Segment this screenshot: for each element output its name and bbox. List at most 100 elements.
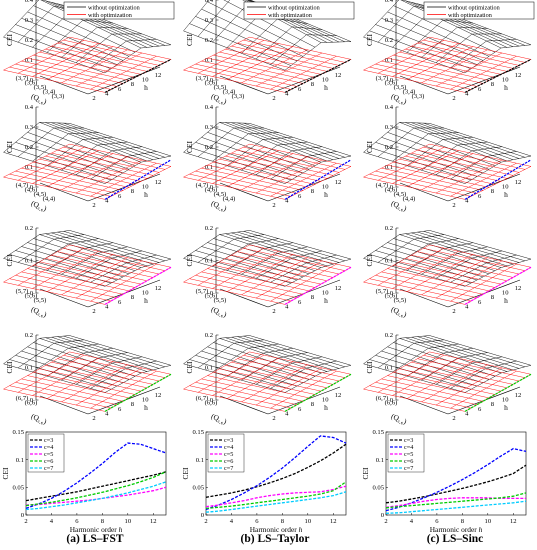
z-tick-label: 0.1 [385,57,393,64]
surface-with-optimization [237,358,340,382]
surface-with-optimization [213,54,316,78]
surface-without-optimization [32,343,99,373]
q-label-sub: c,e [396,100,404,107]
h-tick-label: 10 [322,290,329,297]
series-line-c5 [205,485,347,508]
surface-with-optimization [421,364,488,402]
surface-with-optimization [183,36,250,71]
line-chart-2: 2 4 6 8 10 12 0 0.05 0.1 0.15 Harmonic order h CEI c… [181,429,347,534]
y-tick-label: 0.15 [372,429,384,436]
x-axis-label: Harmonic order h [430,525,483,534]
surface-with-optimization [450,370,517,409]
surface-with-optimization [249,143,352,167]
surface-without-optimization [225,233,328,267]
q-axis-label: (Qc,e) [389,412,408,428]
surface-with-optimization [183,143,250,178]
surface-without-optimization [219,338,322,374]
h-axis-line [447,66,521,95]
surface-with-optimization [39,158,142,182]
h-tick-label: 4 [105,90,109,97]
surface-with-optimization [21,60,124,84]
surface-with-optimization [243,146,346,170]
surface-without-optimization [3,122,70,153]
h-tick-label: 6 [298,86,302,93]
surface-with-optimization [201,60,304,84]
surface-without-optimization [241,18,308,54]
surface-with-optimization [219,368,322,392]
surface-with-optimization [3,351,70,390]
q-tick-label: (5,5) [394,297,407,304]
surface-without-optimization [201,8,304,57]
surface-with-optimization [32,358,99,396]
surface-without-optimization [363,0,430,38]
surface-with-optimization [46,46,114,80]
q-axis-label: (Qc,e) [389,199,408,215]
line-plots-area: 2 4 6 8 10 12 0 0.05 0.1 0.15 Harmonic order h CEI c… [1,429,527,534]
surface-without-optimization [183,258,286,287]
q-label-open: (Q [210,92,221,104]
x-tick-label: 2 [204,518,207,525]
surface-with-optimization [450,55,517,90]
surface-with-optimization [450,162,517,197]
surface-without-optimization [387,11,490,57]
surface-with-optimization [405,48,508,72]
q-tick-label: (6,7) [376,395,389,402]
surface-with-optimization [381,378,484,402]
surface-without-optimization [399,122,502,163]
surface-with-optimization [189,173,292,197]
h-axis-label: h [144,296,148,305]
q-tick-label: (5,7) [16,288,29,295]
surface-without-optimization [63,122,166,158]
q-label-close: ) [42,310,48,319]
surface-with-optimization [189,66,292,90]
y-axis-label: CEI [181,467,190,479]
surface-with-optimization [212,43,279,77]
surface-without-optimization [3,363,106,393]
surface-with-optimization [429,244,532,268]
h-tick-label: 12 [515,72,522,79]
surface-plot-r1-c2: 00.10.20.30.4CEI24681012h(3,7)(3,6)(3,5)… [183,0,355,107]
surface-with-optimization [183,69,286,93]
series-line-c6 [385,492,527,509]
surface-with-optimization [195,275,298,298]
legend-box [243,1,355,20]
x-tick-label: 8 [461,518,465,525]
q-label-close: ) [222,97,228,106]
q-label-close: ) [222,310,228,319]
q-tick-label: (3,6) [205,80,218,87]
surface-without-optimization [399,338,502,374]
q-label-close: ) [42,417,48,426]
q-tick-label: (4,7) [376,182,389,189]
surface-without-optimization [393,342,496,377]
surface-with-optimization [429,351,532,375]
q-label-open: (Q [210,305,221,317]
x-tick-label: 6 [435,518,439,525]
q-axis-label: (Qc,e) [209,305,228,321]
surface-with-optimization [369,173,472,197]
surface-with-optimization [399,261,502,285]
surface-without-optimization [33,238,136,271]
surface-with-optimization [225,48,328,72]
surface-without-optimization [69,335,172,366]
z-axis-label: CEI [5,361,14,373]
surface-with-optimization [183,281,286,305]
q-label-open: (Q [390,92,401,104]
surface-without-optimization [33,127,136,167]
h-tick-label: 10 [142,184,149,191]
h-tick-label: 12 [155,72,162,79]
surface-with-optimization [195,382,298,405]
surface-without-optimization [387,132,490,170]
surface-with-optimization [197,40,265,74]
surface-without-optimization [249,123,352,157]
surface-with-optimization [381,271,484,295]
surface-front-edge [464,58,532,93]
surface-without-optimization [21,350,124,384]
surface-without-optimization [219,122,322,163]
surface-without-optimization [183,335,250,364]
surface-without-optimization [363,258,466,287]
h-tick-label: 2 [92,95,95,102]
legend-entry: c=5 [404,451,413,458]
surface-with-optimization [39,368,142,392]
q-tick-label: (4,4) [403,196,416,203]
